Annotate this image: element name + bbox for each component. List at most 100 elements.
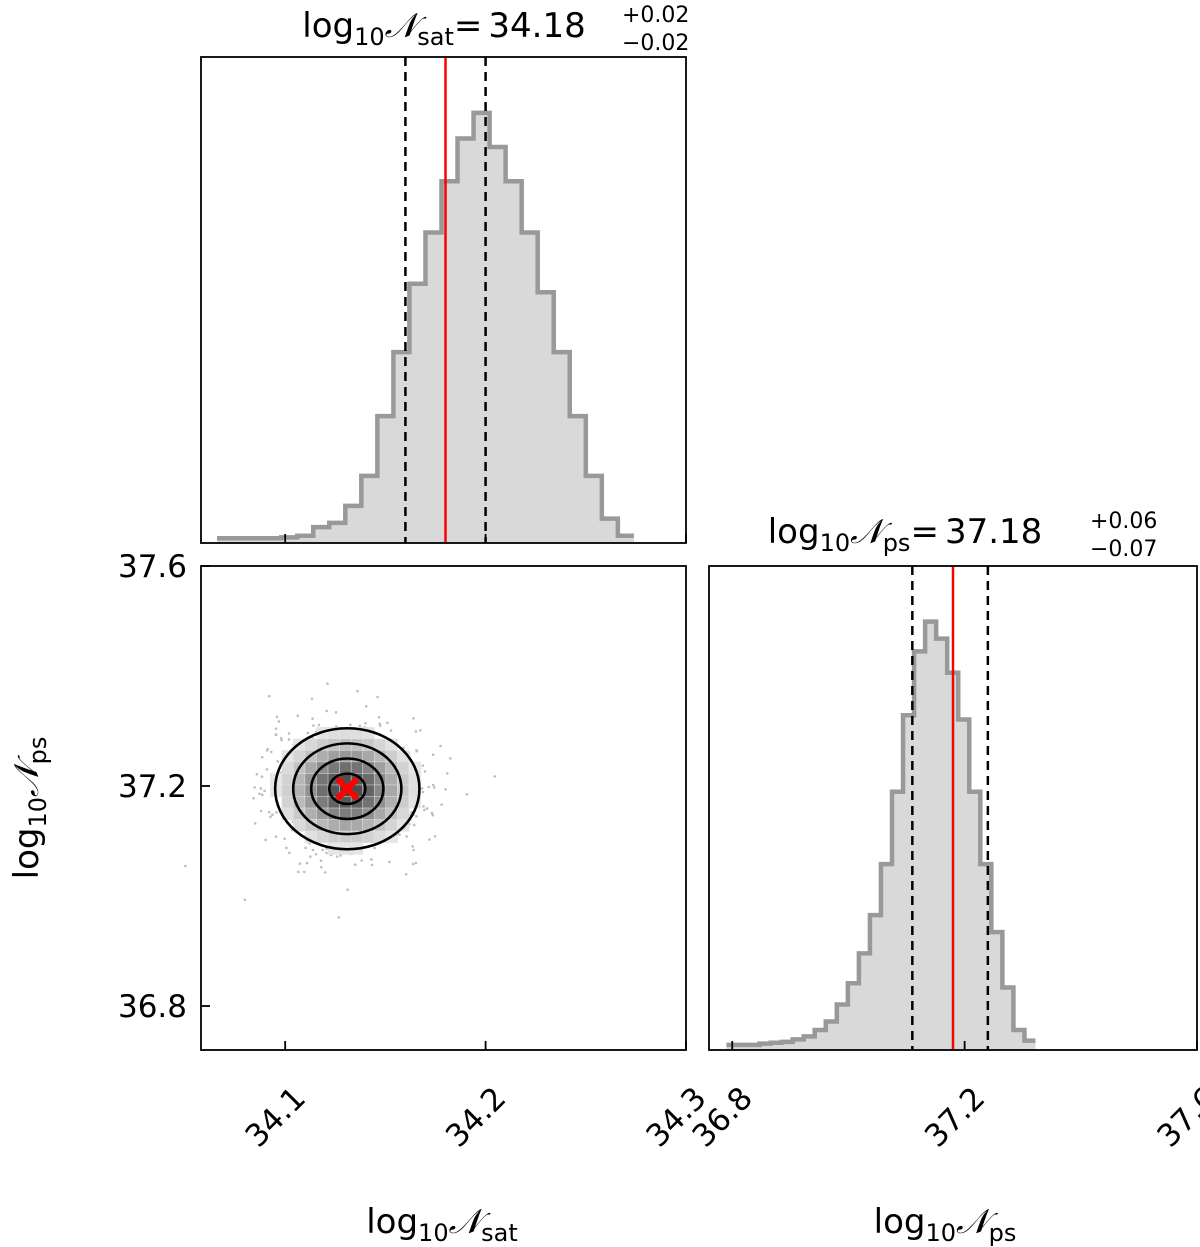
scatter-point [337, 916, 341, 919]
scatter-point [253, 822, 257, 825]
scatter-point [311, 717, 314, 720]
xtick-label-ps: 37.2 [918, 1080, 992, 1154]
scatter-point [360, 859, 363, 862]
title-ps-log: log [768, 512, 820, 552]
scatter-point [271, 813, 274, 817]
scatter-point [378, 724, 382, 727]
scatter-point [296, 714, 300, 718]
title-sat-equals: = [454, 6, 483, 46]
scatter-point [431, 753, 435, 756]
scatter-point [287, 738, 291, 741]
scatter-point [325, 851, 328, 855]
xlabel-sat-log: log [366, 1202, 418, 1242]
density-cell [281, 761, 294, 774]
ylabel-ps-log: log [7, 828, 47, 880]
title-sat-minus: −0.02 [622, 31, 689, 56]
title-sat-value: 34.18 [488, 6, 585, 46]
scatter-point [404, 872, 408, 876]
scatter-point [317, 723, 321, 727]
scatter-point [373, 846, 376, 850]
scatter-point [427, 785, 430, 789]
scatter-point [269, 750, 273, 754]
scatter-point [431, 783, 435, 787]
density-cell [316, 773, 329, 786]
scatter-point [325, 709, 328, 713]
density-cell [339, 761, 352, 774]
density-cell [385, 750, 398, 763]
scatter-point [275, 810, 278, 814]
ytick-label-ps: 36.8 [118, 989, 187, 1025]
scatter-point [425, 807, 429, 810]
density-cell [385, 819, 398, 832]
scatter-point [364, 721, 367, 725]
scatter-point [184, 864, 187, 868]
scatter-point [279, 736, 283, 740]
scatter-point [311, 848, 315, 852]
scatter-point [280, 738, 283, 742]
scatter-point [303, 870, 306, 874]
scatter-point [276, 760, 279, 763]
scatter-point [298, 862, 302, 865]
scatter-point [310, 697, 314, 701]
scatter-point [267, 810, 271, 814]
scatter-point [260, 755, 264, 759]
scatter-point [258, 792, 261, 796]
scatter-point [277, 720, 281, 723]
scatter-point [264, 838, 267, 842]
scatter-point [386, 721, 389, 725]
hist-ps-outline [726, 619, 1036, 1048]
density-cell [293, 784, 306, 798]
scatter-point [283, 837, 286, 841]
scatter-point [421, 790, 425, 794]
contour-line [291, 742, 403, 836]
scatter-point [414, 730, 418, 733]
scatter-point [323, 871, 327, 874]
density-cell [281, 796, 294, 809]
scatter-point [411, 845, 415, 848]
density-cell [339, 819, 352, 832]
scatter-point [305, 861, 309, 865]
contour-line [309, 757, 385, 821]
scatter-point [346, 888, 349, 891]
scatter-point [259, 809, 263, 813]
scatter-point [370, 863, 374, 867]
density-cell [350, 761, 364, 774]
title-ps-plus: +0.06 [1090, 509, 1157, 534]
xtick-label-ps: 37.6 [1150, 1080, 1200, 1154]
scatter-point [440, 803, 443, 806]
scatter-point [420, 787, 424, 790]
ylabel-ps: log10𝒩ps [7, 737, 52, 880]
density-cell [281, 784, 294, 798]
ytick-label-ps: 37.2 [118, 769, 187, 805]
scatter-point [415, 814, 418, 818]
scatter-point [398, 833, 401, 836]
scatter-2d-panel [184, 565, 687, 1051]
scatter-point [243, 898, 247, 902]
density-cell [397, 784, 410, 798]
scatter-point [430, 811, 434, 815]
xlabel-ps-log-sub: 10 [925, 1219, 956, 1247]
ylabel-ps-log-sub: 10 [24, 797, 52, 828]
density-cell [281, 773, 294, 786]
density-cell [339, 750, 352, 763]
title-sat-plus: +0.02 [622, 3, 689, 28]
histogram-sat-panel [200, 56, 687, 544]
density-cell [385, 773, 398, 786]
scatter-point [326, 682, 329, 685]
scatter-point [428, 838, 431, 841]
scatter-point [356, 689, 359, 693]
title-ps-minus: −0.07 [1090, 537, 1157, 562]
scatter-point [319, 865, 323, 869]
xtick-label-sat: 34.1 [239, 1080, 313, 1154]
xlabel-ps: log10𝒩ps [874, 1202, 1017, 1247]
scatter-point [411, 862, 415, 866]
tick-labels: 34.1 34.2 34.336.8 37.2 37.636.837.237.6 [118, 549, 1200, 1154]
scatter-point [253, 786, 256, 789]
scatter-point [265, 768, 269, 771]
ylabel-ps-symbol-sub: ps [24, 737, 52, 765]
scatter-point [423, 770, 427, 773]
scatter-point [287, 732, 291, 735]
density-cell [350, 819, 364, 832]
xlabel-ps-symbol-sub: ps [989, 1219, 1017, 1247]
